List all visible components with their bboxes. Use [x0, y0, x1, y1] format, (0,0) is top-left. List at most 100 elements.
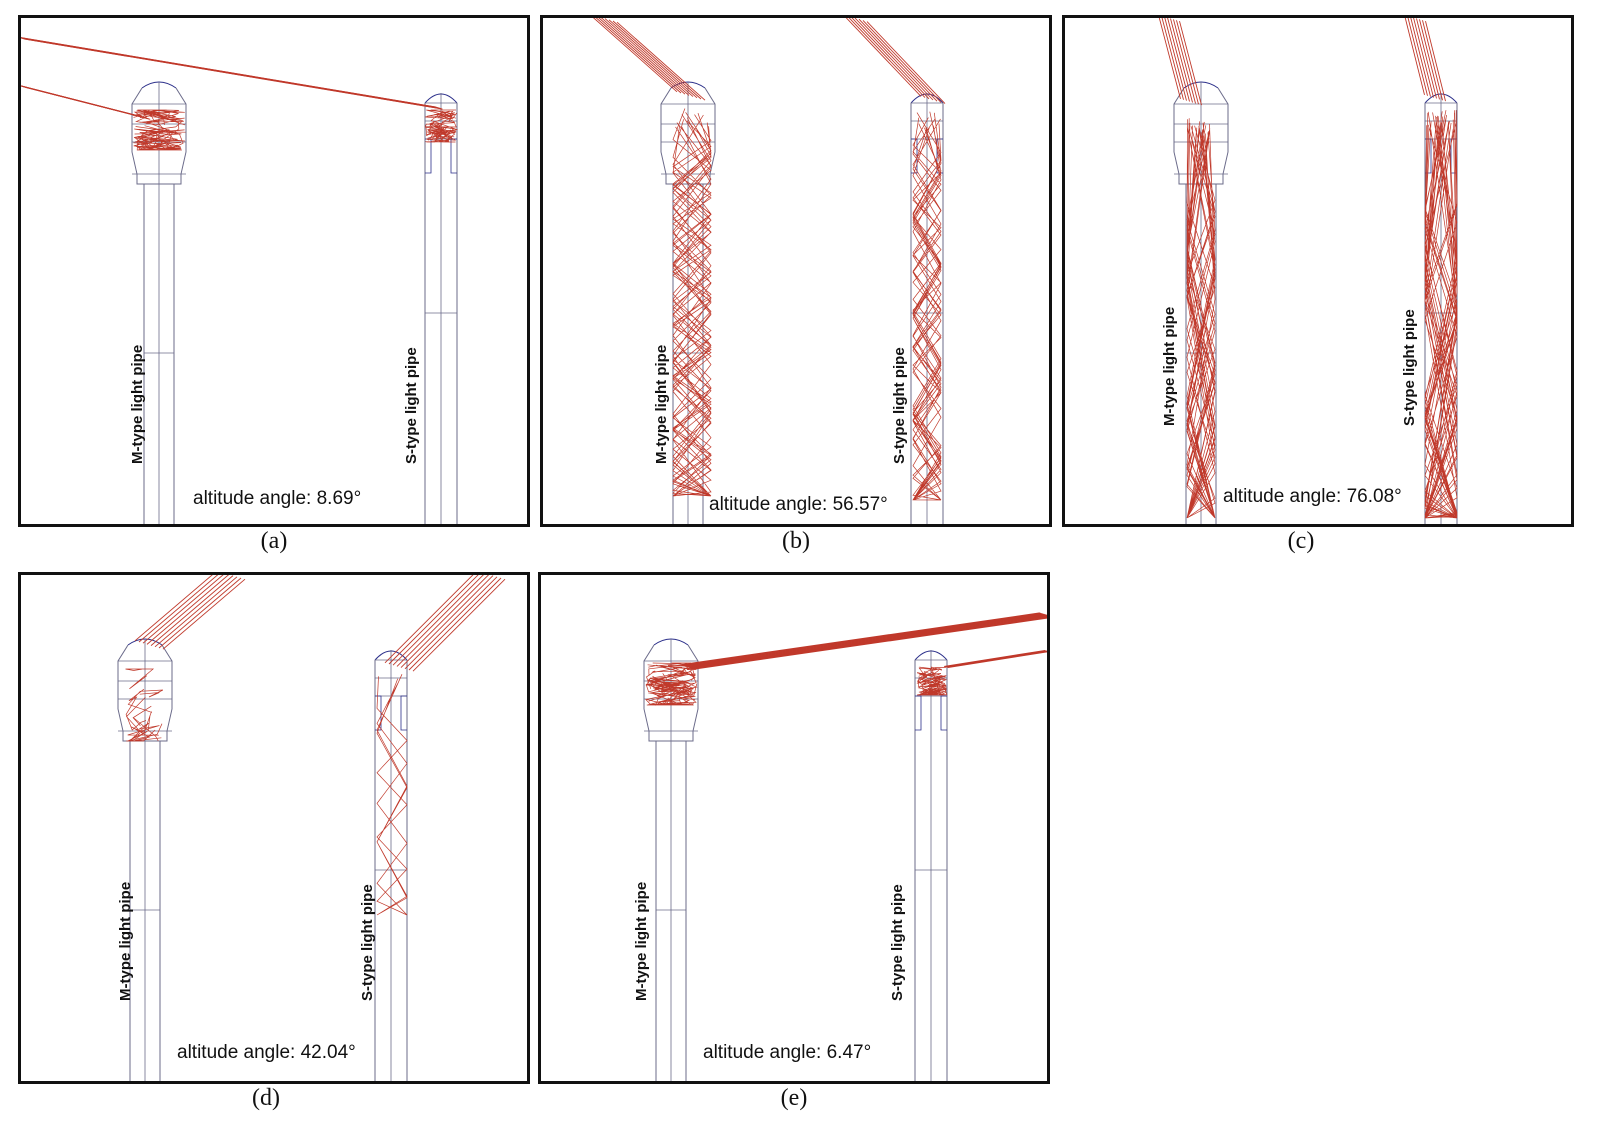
ray	[1158, 18, 1181, 99]
ray	[598, 18, 686, 95]
caption-a: (a)	[260, 528, 288, 554]
ray	[158, 577, 242, 649]
ray	[1407, 18, 1428, 96]
ray	[408, 577, 502, 671]
ray	[680, 612, 1042, 666]
ray	[686, 614, 1047, 668]
m-type-label: M-type light pipe	[1161, 306, 1178, 426]
incoming-rays-m	[593, 18, 706, 101]
m-type-label: M-type light pipe	[117, 881, 134, 1001]
ray	[862, 20, 942, 103]
ray	[142, 575, 224, 644]
ray	[608, 19, 698, 99]
internal-rays-s	[376, 674, 408, 916]
ray	[684, 613, 1045, 667]
ray	[866, 21, 946, 104]
panel-c-drawing	[1158, 18, 1458, 524]
ray	[947, 651, 1047, 669]
ray	[396, 575, 490, 667]
m-type-label: M-type light pipe	[633, 881, 650, 1001]
panel-e-drawing	[643, 612, 1047, 1081]
ray	[685, 614, 1046, 667]
altitude-angle-label: altitude angle: 8.69°	[193, 488, 362, 509]
m-type-light-pipe	[131, 81, 187, 524]
ray	[1416, 18, 1437, 99]
notch	[911, 138, 918, 174]
caption-e: (e)	[780, 1085, 808, 1111]
ray	[845, 18, 922, 97]
s-type-label: S-type light pipe	[359, 884, 376, 1001]
ray	[694, 617, 1047, 670]
ray	[692, 617, 1047, 670]
incoming-rays-m	[679, 612, 1047, 670]
s-type-label: S-type light pipe	[403, 347, 420, 464]
internal-rays-m	[125, 668, 164, 742]
ray	[154, 576, 238, 648]
ray	[400, 575, 494, 668]
ray	[604, 18, 694, 97]
ray	[689, 615, 1047, 669]
m-type-label: M-type light pipe	[653, 344, 670, 464]
ray	[690, 616, 1047, 669]
ray	[612, 20, 702, 100]
panel-d-drawing	[117, 575, 506, 1081]
internal-rays-s	[424, 109, 459, 143]
ray-bundle	[672, 108, 712, 497]
ray	[1404, 18, 1425, 95]
ray	[616, 21, 706, 101]
ray	[687, 614, 1047, 668]
altitude-angle-label: altitude angle: 56.57°	[709, 494, 888, 515]
ray	[691, 616, 1047, 669]
ray	[150, 575, 234, 646]
ray	[1176, 20, 1199, 105]
ray	[1419, 19, 1440, 100]
ray-bundle	[132, 109, 186, 151]
ray-bundle	[912, 111, 942, 501]
notch	[940, 695, 947, 731]
internal-rays-m	[672, 108, 712, 497]
ray	[851, 18, 930, 100]
ray	[1179, 21, 1202, 106]
ray	[1173, 19, 1196, 104]
internal-rays-m	[132, 109, 186, 151]
internal-rays-s	[1424, 110, 1458, 519]
ray-bundle	[1186, 118, 1216, 519]
s-type-label: S-type light pipe	[889, 884, 906, 1001]
incoming-rays-s	[384, 575, 506, 672]
ray	[679, 612, 1040, 666]
ray	[600, 18, 690, 96]
panel-a-drawing	[21, 37, 459, 524]
notch	[450, 138, 457, 174]
notch	[1450, 138, 1457, 174]
s-type-light-pipe	[424, 93, 458, 524]
incoming-rays-s	[943, 649, 1047, 669]
s-type-light-pipe	[910, 93, 944, 524]
s-type-label: S-type light pipe	[1401, 309, 1418, 426]
internal-rays-s	[912, 111, 942, 501]
notch	[400, 695, 407, 731]
ray	[24, 38, 443, 110]
ray	[681, 613, 1043, 666]
altitude-angle-label: altitude angle: 76.08°	[1223, 486, 1402, 507]
ray	[1425, 21, 1446, 102]
ray	[1164, 18, 1187, 101]
ray-bundle	[125, 668, 164, 742]
caption-c: (c)	[1287, 528, 1315, 554]
caption-b: (b)	[782, 528, 810, 554]
incoming-rays-m	[134, 575, 246, 650]
ray	[412, 578, 506, 672]
ray	[388, 575, 479, 665]
ray	[854, 18, 934, 101]
ray	[138, 575, 219, 643]
ray-bundle	[645, 662, 698, 706]
altitude-angle-label: altitude angle: 42.04°	[177, 1042, 356, 1063]
m-type-light-pipe	[117, 638, 173, 1081]
panel-e: M-type light pipe S-type light pipe alti…	[538, 572, 1050, 1084]
ray	[146, 575, 229, 645]
internal-rays-m	[645, 662, 698, 706]
incoming-rays-s	[845, 18, 946, 104]
altitude-angle-label: altitude angle: 6.47°	[703, 1042, 872, 1063]
ray	[384, 575, 474, 664]
notch	[915, 695, 922, 731]
incoming-rays-m	[21, 85, 151, 120]
